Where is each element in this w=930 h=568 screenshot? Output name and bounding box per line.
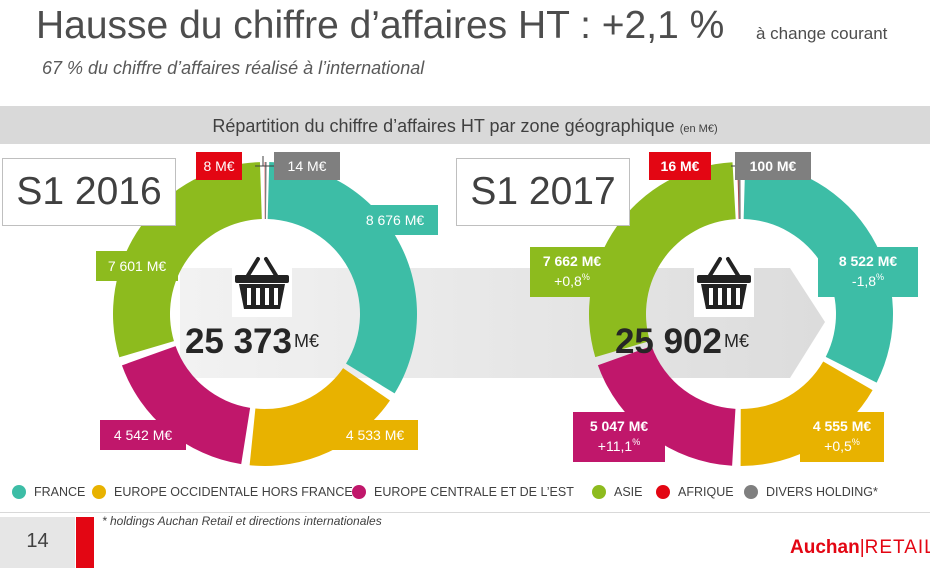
chart-legend: FRANCE EUROPE OCCIDENTALE HORS FRANCE EURO…: [0, 484, 930, 505]
total-unit: M€: [724, 331, 749, 351]
label-box-afrique: [649, 152, 711, 180]
label-box-france: [818, 247, 918, 297]
label-box-asie: [530, 247, 614, 297]
legend-swatch: [656, 484, 670, 499]
footer-divider: [0, 512, 930, 513]
label-box-divers: [274, 152, 340, 180]
label-box-asie: [96, 251, 178, 281]
legend-item-europe_centrale: EUROPE CENTRALE ET DE L’EST: [352, 484, 574, 505]
data-label-europe_centrale: 5 047 M€: [590, 418, 649, 434]
data-label-divers: 14 M€: [288, 158, 327, 174]
slice-europe_centrale-0: [121, 346, 251, 465]
page-subtitle: 67 % du chiffre d’affaires réalisé à l’i…: [42, 58, 425, 78]
section-band: [0, 106, 930, 144]
legend-item-france: FRANCE: [12, 484, 86, 505]
label-box-france: [352, 205, 438, 235]
label-box-divers: [735, 152, 811, 180]
data-label-europe_occidentale: 4 533 M€: [346, 427, 405, 443]
change-label-europe_occidentale: +0,5%: [824, 437, 860, 454]
data-label-afrique: 16 M€: [661, 158, 700, 174]
legend-swatch: [592, 484, 606, 499]
change-label-europe_centrale: +11,1%: [598, 437, 640, 454]
shopping-basket-icon: [232, 253, 292, 317]
legend-swatch: [744, 484, 758, 499]
section-heading-unit: (en M€): [679, 123, 718, 135]
legend-label: DIVERS HOLDING*: [766, 485, 878, 499]
data-label-asie: 7 601 M€: [108, 258, 167, 274]
change-label-asie: +0,8%: [554, 272, 590, 289]
legend-label: FRANCE: [34, 485, 86, 499]
data-label-france: 8 676 M€: [366, 212, 425, 228]
shopping-basket-icon: [694, 253, 754, 317]
slice-europe_centrale-1: [597, 346, 736, 466]
legend-label: AFRIQUE: [678, 485, 734, 499]
data-label-europe_occidentale: 4 555 M€: [813, 418, 872, 434]
period-box-2017: S1 2017: [456, 158, 630, 226]
label-box-afrique: [196, 152, 242, 180]
data-label-asie: 7 662 M€: [543, 253, 602, 269]
section-heading-text: Répartition du chiffre d’affaires HT par…: [212, 116, 675, 136]
change-label-france: -1,8%: [852, 272, 884, 289]
footnote: * holdings Auchan Retail et directions i…: [102, 514, 382, 528]
slice-divers-0: [265, 162, 267, 220]
legend-label: EUROPE OCCIDENTALE HORS FRANCE: [114, 485, 353, 499]
slice-asie-1: [589, 162, 736, 358]
label-box-europe_centrale: [100, 420, 186, 450]
legend-item-asie: ASIE: [592, 484, 643, 505]
legend-swatch: [352, 484, 366, 499]
legend-item-divers: DIVERS HOLDING*: [744, 484, 878, 505]
slice-asie-0: [113, 162, 262, 358]
label-box-europe_centrale: [573, 412, 665, 462]
legend-item-europe_occidentale: EUROPE OCCIDENTALE HORS FRANCE: [92, 484, 353, 505]
data-label-divers: 100 M€: [750, 158, 797, 174]
label-box-europe_occidentale: [800, 412, 884, 462]
page-number-box: [0, 517, 75, 568]
label-box-europe_occidentale: [332, 420, 418, 450]
auchan-retail-logo: Auchan|RETAIL: [790, 537, 930, 558]
data-label-europe_centrale: 4 542 M€: [114, 427, 173, 443]
title-note: à change courant: [756, 24, 888, 43]
total-value: 25 902: [615, 322, 722, 361]
section-heading: Répartition du chiffre d’affaires HT par…: [0, 116, 930, 137]
legend-swatch: [12, 484, 26, 499]
legend-label: ASIE: [614, 485, 643, 499]
growth-arrow: [180, 268, 825, 378]
legend-label: EUROPE CENTRALE ET DE L’EST: [374, 485, 574, 499]
period-box-2016: S1 2016: [2, 158, 176, 226]
legend-item-afrique: AFRIQUE: [656, 484, 734, 505]
slice-europe_occidentale-0: [249, 368, 390, 466]
data-label-france: 8 522 M€: [839, 253, 898, 269]
page-number: 14: [26, 530, 49, 552]
page-title: Hausse du chiffre d’affaires HT : +2,1 %: [36, 4, 725, 47]
brand-stripe: [76, 517, 94, 568]
slice-france-1: [743, 162, 893, 383]
total-value: 25 373: [185, 322, 292, 361]
data-label-afrique: 8 M€: [203, 158, 234, 174]
legend-swatch: [92, 484, 106, 499]
total-unit: M€: [294, 331, 319, 351]
